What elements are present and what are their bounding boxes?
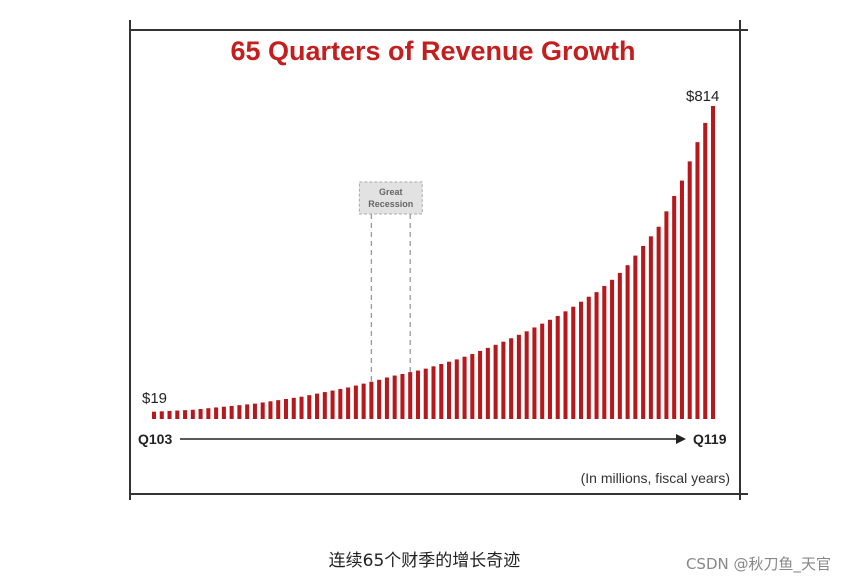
revenue-bar (447, 361, 452, 419)
revenue-bar (392, 375, 397, 419)
revenue-bar (617, 272, 622, 419)
revenue-bar (415, 370, 420, 419)
revenue-bar (252, 403, 257, 419)
revenue-bar (540, 323, 545, 419)
revenue-bar (454, 359, 459, 419)
revenue-bar (431, 366, 436, 419)
revenue-bar (260, 402, 265, 419)
revenue-bar (656, 226, 661, 419)
revenue-bar (190, 409, 195, 419)
revenue-bar (672, 195, 677, 419)
revenue-bar (361, 383, 366, 419)
revenue-bar (470, 354, 475, 419)
revenue-bar (703, 122, 708, 420)
revenue-bar (283, 399, 289, 419)
revenue-bar (151, 411, 157, 419)
revenue-bar (687, 161, 692, 419)
revenue-bar (594, 292, 599, 419)
revenue-bar (159, 411, 164, 419)
first-value-label: $19 (142, 390, 167, 407)
revenue-bar (229, 405, 234, 419)
last-value-label: $814 (686, 88, 719, 105)
revenue-bar (206, 408, 211, 419)
recession-label-line2: Recession (368, 199, 413, 209)
revenue-bar (509, 338, 514, 419)
revenue-bar (462, 356, 467, 419)
revenue-bar (423, 368, 428, 419)
recession-label-line1: Great (379, 187, 403, 197)
revenue-bar (183, 410, 188, 419)
revenue-bar (307, 395, 312, 419)
revenue-bar (485, 347, 490, 419)
end-quarter-label: Q119 (693, 431, 727, 447)
revenue-bar (175, 410, 180, 419)
revenue-bar (315, 393, 320, 419)
bar-series (151, 106, 716, 420)
revenue-bar (532, 327, 537, 419)
revenue-bar (198, 409, 203, 419)
revenue-bar (384, 377, 389, 419)
revenue-bar (408, 372, 413, 419)
revenue-bar (524, 331, 529, 419)
source-watermark: CSDN @秋刀鱼_天官 (685, 555, 831, 573)
revenue-bar (322, 392, 327, 419)
revenue-bar (291, 397, 296, 419)
revenue-bar (400, 374, 405, 419)
start-quarter-label: Q103 (138, 431, 172, 447)
revenue-bar (625, 265, 630, 419)
revenue-bar (563, 311, 568, 419)
revenue-bar (516, 334, 521, 419)
revenue-bar (276, 400, 281, 419)
timeline-arrowhead (676, 434, 686, 444)
revenue-bar (610, 279, 615, 419)
revenue-bar (268, 401, 273, 419)
revenue-bar (369, 381, 374, 419)
recession-annotation: Great Recession (358, 181, 423, 419)
revenue-bar (679, 180, 684, 419)
revenue-bar (555, 315, 560, 419)
revenue-bar (664, 211, 669, 419)
revenue-bar (695, 142, 700, 419)
unit-note: (In millions, fiscal years) (581, 470, 730, 486)
revenue-bar (299, 396, 304, 419)
revenue-bar (547, 319, 552, 419)
revenue-bar (237, 405, 242, 419)
revenue-bar (648, 236, 653, 419)
revenue-bar (439, 364, 444, 419)
revenue-bar (346, 387, 351, 419)
revenue-bar (493, 344, 498, 419)
revenue-bar (214, 407, 219, 419)
revenue-bar (221, 406, 226, 419)
revenue-bar (478, 350, 483, 419)
revenue-bar (338, 389, 343, 419)
revenue-bar (633, 255, 638, 419)
revenue-bar (330, 390, 335, 419)
revenue-bar (377, 379, 382, 419)
chart-title: 65 Quarters of Revenue Growth (230, 36, 635, 66)
revenue-bar (167, 410, 172, 419)
revenue-bar (245, 404, 250, 419)
recession-box (358, 181, 423, 215)
revenue-bar (586, 296, 591, 419)
revenue-bar (602, 285, 607, 419)
figure-caption: 连续65个财季的增长奇迹 (328, 551, 521, 571)
revenue-bar (641, 245, 646, 419)
revenue-bar (579, 301, 584, 419)
revenue-bar (501, 341, 506, 419)
revenue-bar (571, 306, 576, 419)
revenue-bar (353, 385, 358, 419)
revenue-bar (710, 106, 716, 419)
